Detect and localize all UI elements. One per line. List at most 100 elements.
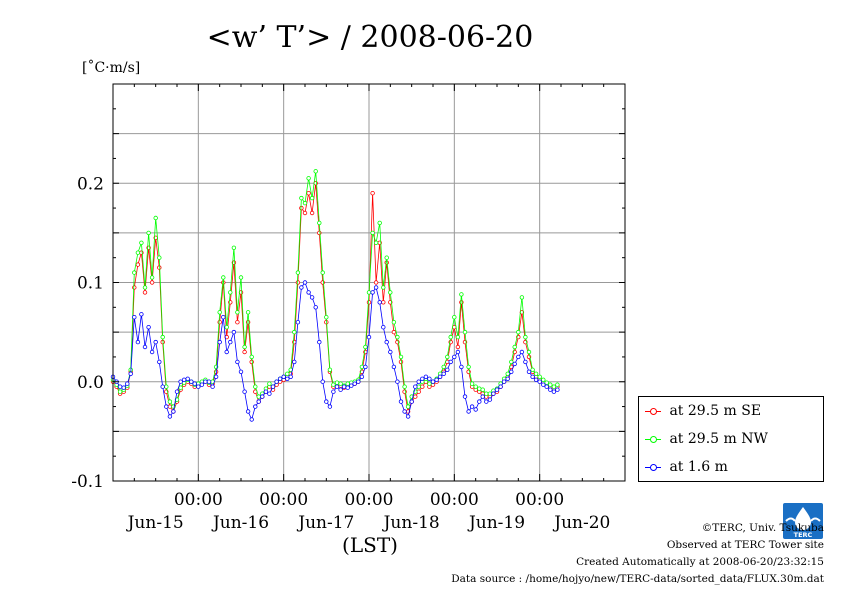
data-point xyxy=(324,399,329,404)
data-point xyxy=(338,387,343,392)
data-point xyxy=(551,384,557,389)
series-0 xyxy=(110,180,560,414)
series-line xyxy=(112,171,558,409)
data-point xyxy=(384,255,389,260)
data-point xyxy=(448,359,453,365)
data-point xyxy=(167,404,173,409)
legend-item-1-6m: at 1.6 m xyxy=(645,457,728,477)
terc-logo: TERC xyxy=(783,503,823,539)
data-point xyxy=(299,285,304,290)
data-point xyxy=(377,300,382,305)
series-2 xyxy=(110,280,560,422)
data-point xyxy=(228,290,233,295)
data-point xyxy=(249,417,254,422)
data-point xyxy=(544,380,549,385)
data-point xyxy=(352,381,357,386)
data-point xyxy=(217,310,222,315)
x-tick-label-time: 00:00 xyxy=(515,490,564,510)
data-point xyxy=(363,364,368,370)
data-point xyxy=(306,190,311,196)
data-point xyxy=(174,389,180,394)
data-point xyxy=(537,379,542,384)
data-point xyxy=(398,399,404,404)
data-point xyxy=(146,325,151,330)
data-point xyxy=(238,369,244,374)
legend-item-nw: at 29.5 m NW xyxy=(645,429,768,449)
data-point xyxy=(235,320,240,325)
legend-marker-se xyxy=(645,406,661,416)
x-tick-label-date: Jun-17 xyxy=(296,513,354,533)
data-point xyxy=(285,371,290,376)
x-tick-label-time: 00:00 xyxy=(174,490,223,510)
data-point xyxy=(270,384,276,389)
data-point xyxy=(292,329,297,335)
series-line xyxy=(112,183,558,414)
data-point xyxy=(477,399,482,404)
y-tick-label: 0.1 xyxy=(77,274,104,294)
data-point xyxy=(370,190,375,196)
data-point xyxy=(345,381,350,386)
data-point xyxy=(224,325,229,330)
data-point xyxy=(217,320,222,325)
data-point xyxy=(462,329,468,335)
data-point xyxy=(366,290,372,295)
data-point xyxy=(409,399,414,404)
data-point xyxy=(441,371,446,376)
footer-observed: Observed at TERC Tower site xyxy=(666,539,824,551)
data-point xyxy=(427,381,432,386)
data-point xyxy=(249,354,254,360)
data-point xyxy=(466,409,471,414)
data-point xyxy=(373,285,379,290)
x-tick-label-date: Jun-18 xyxy=(382,513,440,533)
data-point xyxy=(121,385,126,390)
data-point xyxy=(167,399,173,404)
data-point xyxy=(445,354,450,360)
data-point xyxy=(302,210,308,216)
data-point xyxy=(430,379,436,384)
data-point xyxy=(139,240,144,245)
data-point xyxy=(402,384,407,389)
data-point xyxy=(309,195,315,201)
data-point xyxy=(245,310,251,315)
data-point xyxy=(309,295,315,300)
data-point xyxy=(526,349,532,355)
data-point xyxy=(523,359,528,365)
data-point xyxy=(519,295,525,300)
data-point xyxy=(217,339,222,345)
data-point xyxy=(391,364,397,370)
x-tick-label-date: Jun-16 xyxy=(211,513,269,533)
data-point xyxy=(416,379,421,384)
data-point xyxy=(135,339,141,345)
x-tick-label-time: 00:00 xyxy=(259,490,308,510)
data-point xyxy=(242,349,247,355)
data-point xyxy=(292,359,297,365)
data-point xyxy=(555,382,560,387)
data-point xyxy=(313,169,318,174)
data-point xyxy=(146,230,151,236)
legend-label-se: at 29.5 m SE xyxy=(669,403,762,419)
x-tick-label-date: Jun-15 xyxy=(126,513,184,533)
data-point xyxy=(117,389,123,394)
y-tick-label: 0.2 xyxy=(77,174,104,194)
data-point xyxy=(516,329,521,335)
data-point xyxy=(274,379,279,384)
data-point xyxy=(338,381,343,386)
data-point xyxy=(256,399,261,404)
data-point xyxy=(381,300,386,305)
data-point xyxy=(327,404,333,409)
data-point xyxy=(523,334,528,340)
data-point xyxy=(167,414,173,419)
data-point xyxy=(317,230,322,236)
data-point xyxy=(533,371,539,376)
data-point xyxy=(388,290,393,295)
data-point xyxy=(359,364,365,370)
data-point xyxy=(313,305,318,310)
data-point xyxy=(345,385,350,390)
data-point xyxy=(309,210,315,216)
data-point xyxy=(206,379,212,384)
data-point xyxy=(484,399,489,404)
data-point xyxy=(149,349,155,355)
data-point xyxy=(260,394,265,399)
data-point xyxy=(317,220,322,226)
data-point xyxy=(317,339,322,345)
